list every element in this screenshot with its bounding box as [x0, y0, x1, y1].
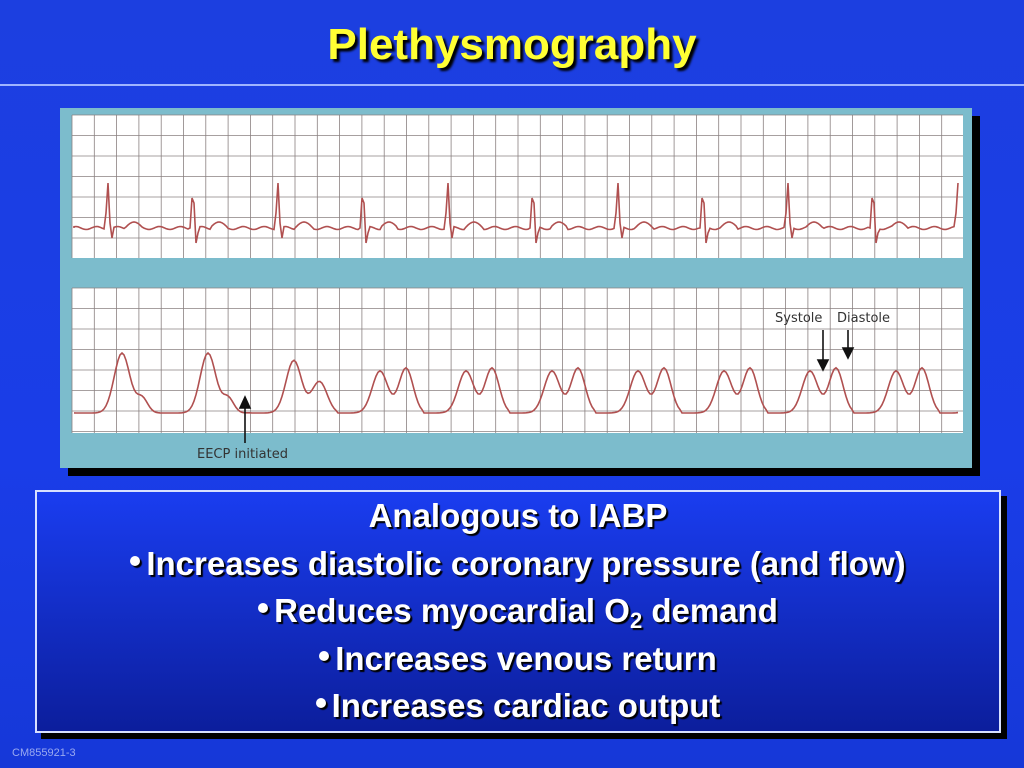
- systole-label: Systole: [775, 311, 822, 326]
- bullet-text: demand: [642, 592, 778, 629]
- grid: [71, 114, 963, 433]
- bullet-text: Reduces myocardial O: [274, 592, 630, 629]
- title-rule: [0, 84, 1024, 86]
- ecg-strip: [72, 115, 963, 258]
- footer: CM855921-3: [12, 747, 76, 759]
- bullet-text: Increases diastolic coronary pressure (a…: [146, 544, 906, 582]
- figure: Systole Diastole EECP initiated: [60, 108, 972, 468]
- bullet: Reduces myocardial O2 demand: [37, 589, 999, 637]
- pleth-trace: [73, 351, 959, 414]
- bullet: Increases venous return: [37, 637, 999, 685]
- bullet: Increases cardiac output: [37, 684, 999, 732]
- bullet: Increases diastolic coronary pressure (a…: [37, 542, 999, 590]
- ecg-trace: [73, 182, 959, 244]
- eecp-label: EECP initiated: [197, 447, 288, 462]
- subscript: 2: [629, 608, 643, 633]
- slide-title: Plethysmography: [327, 20, 697, 69]
- bullet-text: Increases venous return: [335, 639, 717, 677]
- text-box: Analogous to IABP Increases diastolic cor…: [35, 490, 1001, 733]
- heading: Analogous to IABP: [368, 497, 668, 534]
- arrows: [238, 330, 855, 443]
- pleth-strip: [72, 288, 963, 433]
- diastole-label: Diastole: [837, 311, 890, 326]
- bullet-text: Increases cardiac output: [331, 687, 721, 724]
